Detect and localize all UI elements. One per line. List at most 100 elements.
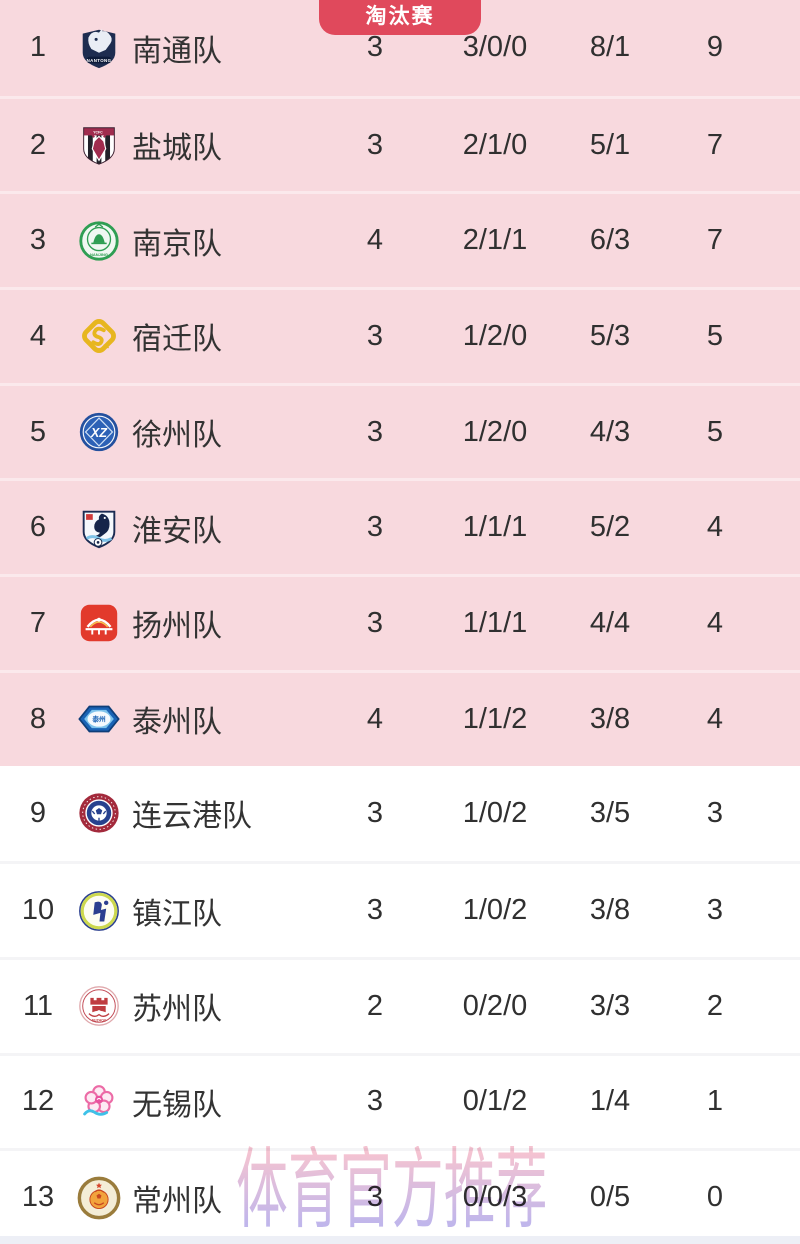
team-name: 淮安队 [132,514,222,548]
rank-cell: 6 [29,511,47,544]
played-cell: 3 [366,1181,384,1214]
table-row[interactable]: 8 泰州队 4 1/1/2 3/8 4 [0,669,800,766]
points-cell: 2 [706,989,724,1022]
record-cell: 2/1/1 [462,224,528,257]
played-cell: 3 [366,511,384,544]
points-cell: 5 [706,415,724,448]
team-name: 南通队 [132,34,222,68]
record-cell: 1/0/2 [462,894,528,927]
record-cell: 1/1/2 [462,702,528,735]
points-cell: 5 [706,319,724,352]
goals-cell: 5/1 [589,128,631,161]
record-cell: 0/1/2 [462,1085,528,1118]
knockout-stage-badge: 淘汰赛 [319,0,481,35]
rank-cell: 5 [29,415,47,448]
record-cell: 2/1/0 [462,128,528,161]
team-name: 徐州队 [132,419,222,453]
rank-cell: 8 [29,702,47,735]
team-name: 镇江队 [132,897,222,931]
played-cell: 2 [366,989,384,1022]
team-logo-suqian [76,311,122,361]
team-logo-wuxi [76,1077,122,1127]
record-cell: 1/0/2 [462,796,528,829]
team-logo-zhenjiang [76,886,122,936]
goals-cell: 5/3 [589,319,631,352]
goals-cell: 5/2 [589,511,631,544]
goals-cell: 3/8 [589,894,631,927]
rank-cell: 10 [21,894,55,927]
goals-cell: 3/3 [589,989,631,1022]
points-cell: 4 [706,606,724,639]
goals-cell: 4/4 [589,606,631,639]
points-cell: 0 [706,1181,724,1214]
table-row[interactable]: 2 盐城队 3 2/1/0 5/1 7 [0,95,800,192]
goals-cell: 6/3 [589,224,631,257]
points-cell: 7 [706,128,724,161]
rank-cell: 4 [29,319,47,352]
table-row[interactable]: 9 连云港队 3 1/0/2 3/5 3 [0,765,800,862]
record-cell: 1/2/0 [462,319,528,352]
rank-cell: 9 [29,796,47,829]
goals-cell: 1/4 [589,1085,631,1118]
record-cell: 0/0/3 [462,1181,528,1214]
team-name: 苏州队 [132,993,222,1027]
rank-cell: 7 [29,606,47,639]
team-name: 宿迁队 [132,323,222,357]
team-logo-yancheng [76,120,122,170]
team-logo-nanjing [76,216,122,266]
played-cell: 4 [366,224,384,257]
record-cell: 0/2/0 [462,989,528,1022]
table-row[interactable]: 10 镇江队 3 1/0/2 3/8 3 [0,861,800,957]
rank-cell: 13 [21,1181,55,1214]
team-logo-xuzhou [76,407,122,457]
rank-cell: 1 [29,31,47,64]
record-cell: 1/1/1 [462,606,528,639]
table-row[interactable]: 3 南京队 4 2/1/1 6/3 7 [0,191,800,288]
team-logo-suzhou [76,981,122,1031]
team-logo-taizhou [76,694,122,744]
team-logo-huaian [76,503,122,553]
played-cell: 3 [366,1085,384,1118]
team-name: 无锡队 [132,1088,222,1122]
record-cell: 1/2/0 [462,415,528,448]
goals-cell: 4/3 [589,415,631,448]
goals-cell: 8/1 [589,31,631,64]
table-row[interactable]: 11 苏州队 2 0/2/0 3/3 2 [0,956,800,1053]
team-name: 泰州队 [132,706,222,740]
rank-cell: 12 [21,1085,55,1118]
team-logo-nantong [76,23,122,73]
team-name: 南京队 [132,227,222,261]
played-cell: 3 [366,415,384,448]
points-cell: 7 [706,224,724,257]
played-cell: 3 [366,606,384,639]
points-cell: 3 [706,894,724,927]
bottom-strip [0,1236,800,1244]
table-row[interactable]: 12 无锡队 3 0/1/2 1/4 1 [0,1052,800,1149]
goals-cell: 3/5 [589,796,631,829]
team-name: 常州队 [132,1184,222,1218]
points-cell: 3 [706,796,724,829]
played-cell: 3 [366,128,384,161]
points-cell: 9 [706,31,724,64]
played-cell: 3 [366,796,384,829]
points-cell: 1 [706,1085,724,1118]
team-name: 盐城队 [132,132,222,166]
played-cell: 3 [366,31,384,64]
table-row[interactable]: 5 徐州队 3 1/2/0 4/3 5 [0,382,800,479]
team-logo-lianyungang [76,788,122,838]
table-row[interactable]: 13 常州队 3 0/0/3 0/5 0 [0,1148,800,1244]
team-logo-yangzhou [76,598,122,648]
table-row[interactable]: 6 淮安队 3 1/1/1 5/2 4 [0,478,800,575]
record-cell: 1/1/1 [462,511,528,544]
rank-cell: 3 [29,224,47,257]
rank-cell: 2 [29,128,47,161]
played-cell: 4 [366,702,384,735]
table-row[interactable]: 4 宿迁队 3 1/2/0 5/3 5 [0,287,800,383]
goals-cell: 3/8 [589,702,631,735]
team-name: 连云港队 [132,800,252,834]
table-row[interactable]: 7 扬州队 3 1/1/1 4/4 4 [0,574,800,670]
team-logo-changzhou [76,1173,122,1223]
points-cell: 4 [706,702,724,735]
